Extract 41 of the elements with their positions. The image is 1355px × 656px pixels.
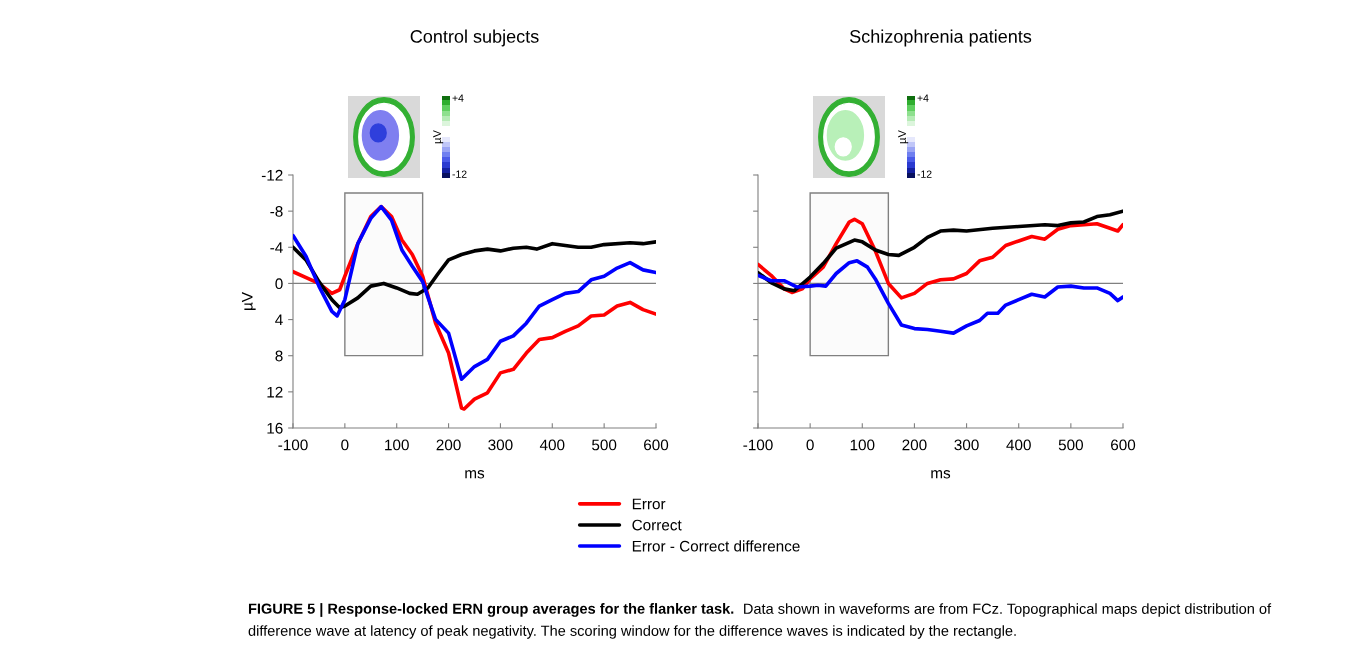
x-tick-label: 300 (954, 439, 979, 451)
text: difference wave at latency of peak negativity. The scoring window for the difference waves is indicated by the rectangle. (248, 625, 1016, 639)
x-tick-label: 100 (850, 439, 875, 451)
x-tick-label: 0 (806, 439, 814, 451)
x-tick-label: 500 (1058, 439, 1084, 451)
y-tick-label: 0 (275, 278, 283, 290)
x-tick-label: 600 (1111, 439, 1136, 451)
x-axis-title: ms (931, 470, 951, 479)
legend-label: Error - Correct difference (632, 540, 800, 552)
x-tick-label: -100 (743, 439, 773, 451)
y-tick-label: 12 (267, 386, 283, 398)
y-tick-label: -12 (261, 169, 283, 181)
x-tick-label: -100 (278, 439, 308, 451)
text: µV (898, 130, 909, 144)
x-tick-label: 200 (436, 439, 461, 451)
x-tick-label: 400 (539, 439, 565, 451)
legend-label: Correct (632, 519, 682, 531)
annotation: -12 (452, 170, 467, 178)
x-tick-label: 0 (341, 439, 349, 451)
chart-title: Schizophrenia patients (849, 29, 1032, 47)
y-tick-label: -8 (270, 206, 283, 217)
x-axis-title: ms (465, 470, 485, 479)
caption: FIGURE 5 | Response-locked ERN group averages for the flanker task. (248, 603, 734, 617)
x-tick-label: 100 (385, 439, 409, 451)
text: µV (433, 130, 444, 144)
x-tick-label: 500 (592, 439, 617, 451)
text: Data shown in waveforms are from FCz. Topographical maps depict distribution of (744, 603, 1272, 617)
text: +4 (452, 94, 464, 102)
x-tick-label: 300 (488, 439, 513, 451)
y-tick-label: 8 (275, 350, 283, 362)
y-tick-label: 16 (267, 422, 283, 434)
text: +4 (917, 94, 929, 102)
y-tick-label: -4 (270, 242, 283, 253)
x-tick-label: 400 (1006, 439, 1031, 451)
y-axis-title: µV (241, 292, 256, 310)
annotation: -12 (917, 170, 932, 178)
chart-title: Control subjects (410, 29, 539, 47)
legend-label: Error (632, 498, 666, 510)
y-tick-label: 4 (275, 314, 283, 326)
x-tick-label: 200 (902, 439, 927, 451)
x-tick-label: 600 (644, 439, 669, 451)
